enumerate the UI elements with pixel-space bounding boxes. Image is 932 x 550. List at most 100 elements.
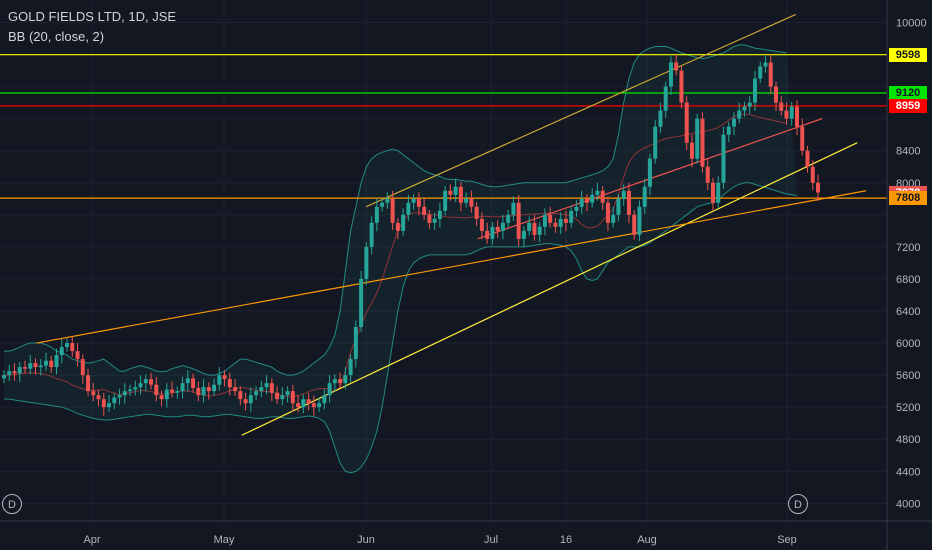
candle-body [170, 389, 175, 393]
dividend-event-badge[interactable]: D [2, 494, 22, 514]
candle-body [479, 218, 484, 231]
chart-legend: GOLD FIELDS LTD, 1D, JSE BB (20, close, … [8, 7, 176, 47]
candle-body [206, 387, 211, 392]
candle-body [794, 106, 799, 127]
x-tick-label: Apr [83, 534, 100, 546]
candle-body [364, 246, 369, 279]
candle-body [689, 142, 694, 159]
y-tick-label: 6800 [896, 274, 920, 286]
candle-body [44, 360, 49, 366]
candle-body [773, 86, 778, 103]
candle-body [380, 202, 385, 207]
candle-body [33, 363, 38, 368]
candle-body [668, 62, 673, 87]
candle-body [143, 379, 148, 384]
candle-body [254, 391, 259, 396]
candle-body [159, 395, 164, 400]
candle-body [679, 70, 684, 103]
candle-body [175, 391, 180, 393]
candle-body [164, 389, 169, 400]
candle-body [359, 278, 364, 328]
trendline [241, 142, 858, 436]
candle-body [805, 150, 810, 167]
candle-body [548, 214, 553, 223]
y-tick-label: 5200 [896, 402, 920, 414]
candle-body [637, 206, 642, 235]
y-tick-label: 5600 [896, 370, 920, 382]
y-tick-label: 8400 [896, 146, 920, 158]
indicator-label[interactable]: BB (20, close, 2) [8, 29, 105, 44]
candle-body [579, 198, 584, 207]
candle-body [191, 378, 196, 388]
candle-body [385, 198, 390, 203]
candle-body [338, 379, 343, 384]
candle-body [248, 395, 253, 404]
candle-body [527, 222, 532, 231]
trendline [36, 190, 867, 344]
candle-body [558, 218, 563, 227]
candle-body [542, 214, 547, 227]
candle-body [7, 371, 12, 376]
candle-body [128, 389, 133, 392]
candle-body [737, 110, 742, 119]
candle-body [112, 397, 117, 404]
candle-body [2, 375, 6, 379]
y-tick-label: 4000 [896, 498, 920, 510]
candle-body [138, 383, 143, 388]
candle-body [406, 202, 411, 215]
candle-body [327, 383, 332, 396]
candle-body [80, 359, 85, 376]
candle-body [49, 360, 54, 368]
price-tag: 9120 [889, 85, 927, 100]
bollinger-bands [4, 44, 798, 474]
symbol-title[interactable]: GOLD FIELDS LTD, 1D, JSE [8, 9, 177, 24]
candle-body [432, 218, 437, 223]
candle-body [107, 403, 112, 408]
candle-body [427, 214, 432, 223]
candle-body [810, 166, 815, 183]
candle-body [574, 206, 579, 211]
candle-body [784, 110, 789, 119]
candle-body [553, 222, 558, 227]
candle-body [233, 387, 238, 392]
candle-body [133, 387, 138, 390]
candle-body [779, 102, 784, 111]
candle-body [611, 214, 616, 223]
bb-lower-line [4, 182, 798, 474]
candle-body [710, 182, 715, 203]
dividend-event-badge[interactable]: D [788, 494, 808, 514]
candle-body [443, 190, 448, 211]
candle-body [684, 102, 689, 143]
candle-body [626, 190, 631, 215]
candle-body [674, 62, 679, 71]
candle-body [411, 198, 416, 203]
candle-body [290, 391, 295, 404]
y-tick-label: 4800 [896, 434, 920, 446]
candle-body [311, 403, 316, 408]
candle-body [605, 202, 610, 223]
candle-body [296, 403, 301, 408]
candle-body [301, 399, 306, 408]
bb-fill [4, 44, 797, 473]
candlesticks [2, 54, 820, 416]
candle-body [647, 158, 652, 187]
candle-body [437, 210, 442, 219]
bb-upper-line [4, 44, 787, 376]
candle-body [663, 86, 668, 111]
candle-body [700, 118, 705, 167]
candle-body [38, 365, 43, 368]
candle-body [653, 126, 658, 159]
candle-body [280, 395, 285, 400]
candle-body [17, 367, 22, 374]
candle-body [343, 375, 348, 384]
candle-body [616, 198, 621, 215]
candle-body [721, 134, 726, 183]
candle-body [726, 126, 731, 135]
chart-grid [0, 0, 887, 521]
candle-body [485, 230, 490, 239]
candle-body [395, 222, 400, 231]
candle-body [600, 190, 605, 203]
candle-body [401, 214, 406, 231]
candle-body [716, 182, 721, 203]
